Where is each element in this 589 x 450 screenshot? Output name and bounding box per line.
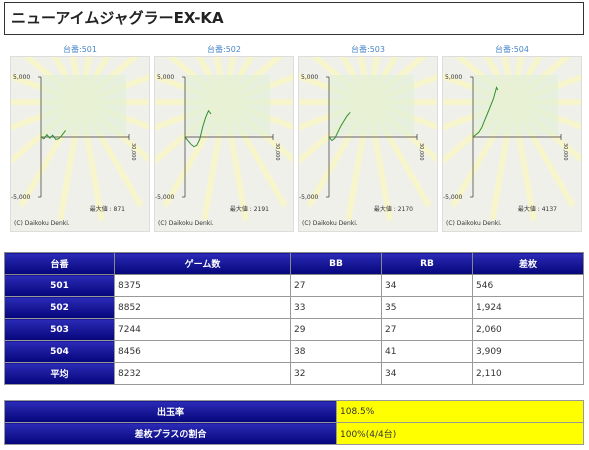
cell-bb: 33 xyxy=(290,296,382,319)
graph-copyright: (C) Daikoku Denki. xyxy=(14,220,70,227)
graph-copyright: (C) Daikoku Denki. xyxy=(158,220,214,227)
graph-max-value: 最大値 : 2191 xyxy=(229,206,269,213)
cell-diff: 2,110 xyxy=(472,362,584,385)
cell-rb: 27 xyxy=(381,318,473,341)
header-diff: 差枚 xyxy=(472,252,584,275)
x-tick-label-end: 30,000 xyxy=(562,143,568,161)
cell-games: 8232 xyxy=(114,362,291,385)
slump-line xyxy=(328,111,351,142)
cell-games: 8456 xyxy=(114,340,291,363)
graph-max-value: 最大値 : 4137 xyxy=(517,206,557,213)
row-machine-number[interactable]: 501 xyxy=(4,274,115,297)
graph-panel: 5,000 -5,000 30,000 最大値 : 4137 (C) Daikoku D… xyxy=(442,56,582,232)
graph-panel: 5,000 -5,000 30,000 最大値 : 2191 (C) Daikoku D… xyxy=(154,56,294,232)
graph-card[interactable]: 台番:501 5,000 -5,000 30,000 最大値 : 871 (C) Daik… xyxy=(10,44,150,232)
summary-table: 出玉率 108.5% 差枚プラスの割合 100%(4/4台) xyxy=(4,400,584,445)
row-machine-number[interactable]: 504 xyxy=(4,340,115,363)
summary-label-payout: 出玉率 xyxy=(4,400,337,423)
x-tick-label-end: 30,000 xyxy=(274,143,280,161)
slump-line xyxy=(184,109,212,148)
cell-games: 7244 xyxy=(114,318,291,341)
cell-games: 8375 xyxy=(114,274,291,297)
graph-copyright: (C) Daikoku Denki. xyxy=(446,220,502,227)
graph-max-value: 最大値 : 2170 xyxy=(373,206,413,213)
background-machine-art xyxy=(329,75,414,135)
graph-copyright: (C) Daikoku Denki. xyxy=(302,220,358,227)
summary-value-plus-ratio: 100%(4/4台) xyxy=(336,422,584,445)
cell-rb: 41 xyxy=(381,340,473,363)
table-header-row: 台番 ゲーム数 BB RB 差枚 xyxy=(4,252,584,275)
cell-diff: 2,060 xyxy=(472,318,584,341)
cell-bb: 38 xyxy=(290,340,382,363)
header-bb: BB xyxy=(290,252,382,275)
cell-games: 8852 xyxy=(114,296,291,319)
graph-machine-label[interactable]: 台番:503 xyxy=(351,45,385,54)
row-machine-number[interactable]: 503 xyxy=(4,318,115,341)
summary-row: 出玉率 108.5% xyxy=(4,400,584,423)
summary-value-payout: 108.5% xyxy=(336,400,584,423)
machine-table: 台番 ゲーム数 BB RB 差枚 501 8375 27 34 546 502 … xyxy=(4,252,584,385)
y-tick-label-top: 5,000 xyxy=(157,74,174,81)
table-row: 504 8456 38 41 3,909 xyxy=(4,340,584,363)
cell-rb: 34 xyxy=(381,274,473,297)
summary-label-plus-ratio: 差枚プラスの割合 xyxy=(4,422,337,445)
cell-rb: 35 xyxy=(381,296,473,319)
header-rb: RB xyxy=(381,252,473,275)
row-average-label: 平均 xyxy=(4,362,115,385)
cell-diff: 3,909 xyxy=(472,340,584,363)
slump-graph: 5,000 -5,000 30,000 xyxy=(155,57,293,221)
cell-diff: 1,924 xyxy=(472,296,584,319)
title-box: ニューアイムジャグラーEX-KA xyxy=(4,2,584,35)
y-tick-label-bottom: -5,000 xyxy=(443,194,463,201)
slump-line xyxy=(40,130,66,140)
header-machine-number: 台番 xyxy=(4,252,115,275)
page-title: ニューアイムジャグラーEX-KA xyxy=(11,9,224,27)
y-tick-label-top: 5,000 xyxy=(445,74,462,81)
y-tick-label-bottom: -5,000 xyxy=(11,194,31,201)
slump-line xyxy=(472,85,499,138)
table-row: 502 8852 33 35 1,924 xyxy=(4,296,584,319)
summary-row: 差枚プラスの割合 100%(4/4台) xyxy=(4,422,584,445)
graph-card[interactable]: 台番:504 5,000 -5,000 30,000 最大値 : 4137 (C) Dai… xyxy=(442,44,582,232)
cell-bb: 32 xyxy=(290,362,382,385)
graph-machine-label[interactable]: 台番:501 xyxy=(63,45,97,54)
cell-rb: 34 xyxy=(381,362,473,385)
background-machine-art xyxy=(41,75,126,135)
slump-graph: 5,000 -5,000 30,000 xyxy=(299,57,437,221)
row-machine-number[interactable]: 502 xyxy=(4,296,115,319)
cell-bb: 27 xyxy=(290,274,382,297)
header-games: ゲーム数 xyxy=(114,252,291,275)
cell-diff: 546 xyxy=(472,274,584,297)
y-tick-label-top: 5,000 xyxy=(301,74,318,81)
slump-graph: 5,000 -5,000 30,000 xyxy=(443,57,581,221)
graph-max-value: 最大値 : 871 xyxy=(89,206,125,213)
graph-card[interactable]: 台番:502 5,000 -5,000 30,000 最大値 : 2191 (C) Dai… xyxy=(154,44,294,232)
graph-panel: 5,000 -5,000 30,000 最大値 : 871 (C) Daikoku De… xyxy=(10,56,150,232)
x-tick-label-end: 30,000 xyxy=(418,143,424,161)
y-tick-label-top: 5,000 xyxy=(13,74,30,81)
graph-machine-label[interactable]: 台番:504 xyxy=(495,45,529,54)
table-row: 503 7244 29 27 2,060 xyxy=(4,318,584,341)
x-tick-label-end: 30,000 xyxy=(130,143,136,161)
table-row: 501 8375 27 34 546 xyxy=(4,274,584,297)
background-machine-art xyxy=(473,75,558,135)
table-row-average: 平均 8232 32 34 2,110 xyxy=(4,362,584,385)
slump-graph: 5,000 -5,000 30,000 xyxy=(11,57,149,221)
graph-machine-label[interactable]: 台番:502 xyxy=(207,45,241,54)
graph-panel: 5,000 -5,000 30,000 最大値 : 2170 (C) Daikoku D… xyxy=(298,56,438,232)
y-tick-label-bottom: -5,000 xyxy=(299,194,319,201)
background-machine-art xyxy=(185,75,270,135)
cell-bb: 29 xyxy=(290,318,382,341)
graph-card[interactable]: 台番:503 5,000 -5,000 30,000 最大値 : 2170 (C) Dai… xyxy=(298,44,438,232)
y-tick-label-bottom: -5,000 xyxy=(155,194,175,201)
